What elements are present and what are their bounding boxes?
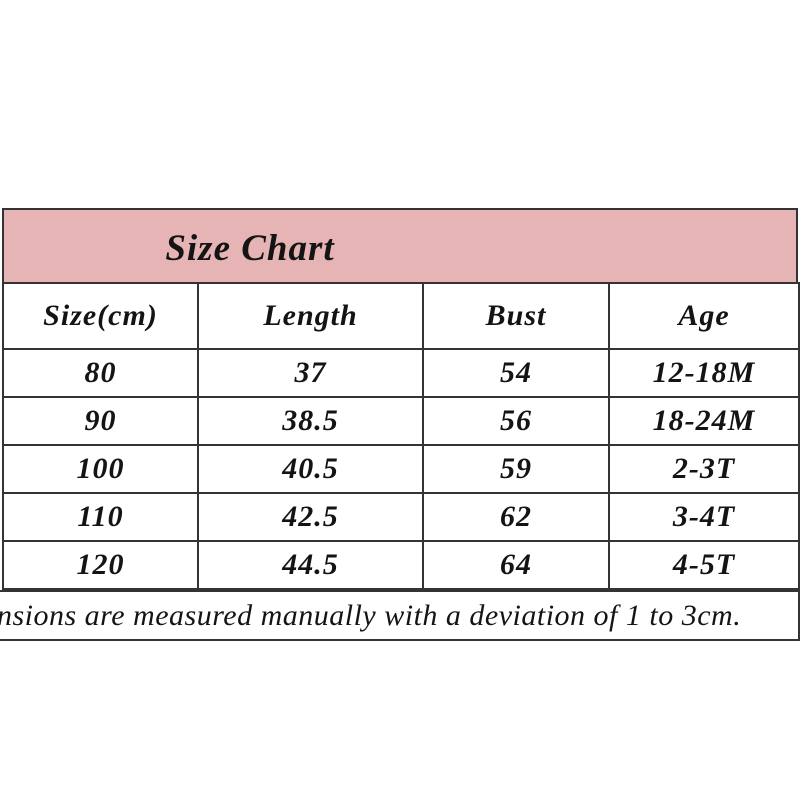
chart-title: Size Chart	[165, 227, 335, 269]
table-row: 80 37 54 12-18M	[2, 348, 800, 398]
table-cell: 12-18M	[608, 348, 800, 398]
table-cell: 59	[422, 444, 610, 494]
table-cell: 120	[2, 540, 199, 590]
table-cell: 40.5	[197, 444, 424, 494]
table-cell: 3-4T	[608, 492, 800, 542]
table-cell: 100	[2, 444, 199, 494]
table-cell: 18-24M	[608, 396, 800, 446]
table-row: 100 40.5 59 2-3T	[2, 444, 800, 494]
table-cell: 2-3T	[608, 444, 800, 494]
column-header-length: Length	[197, 282, 424, 350]
measurement-note-text: nsions are measured manually with a devi…	[0, 598, 742, 632]
table-cell: 37	[197, 348, 424, 398]
title-band: Size Chart	[2, 208, 798, 282]
table-cell: 80	[2, 348, 199, 398]
table-cell: 64	[422, 540, 610, 590]
table-cell: 54	[422, 348, 610, 398]
table-cell: 42.5	[197, 492, 424, 542]
table-cell: 38.5	[197, 396, 424, 446]
table-cell: 4-5T	[608, 540, 800, 590]
column-header-bust: Bust	[422, 282, 610, 350]
table-cell: 90	[2, 396, 199, 446]
header-row: Size(cm) Length Bust Age	[2, 282, 800, 350]
table-row: 110 42.5 62 3-4T	[2, 492, 800, 542]
table-cell: 62	[422, 492, 610, 542]
table-cell: 110	[2, 492, 199, 542]
table-cell: 56	[422, 396, 610, 446]
column-header-age: Age	[608, 282, 800, 350]
size-table: Size(cm) Length Bust Age 80 37 54 12-18M…	[2, 282, 800, 590]
table-row: 120 44.5 64 4-5T	[2, 540, 800, 590]
table-cell: 44.5	[197, 540, 424, 590]
note-row: nsions are measured manually with a devi…	[0, 590, 800, 641]
column-header-size: Size(cm)	[2, 282, 199, 350]
table-row: 90 38.5 56 18-24M	[2, 396, 800, 446]
